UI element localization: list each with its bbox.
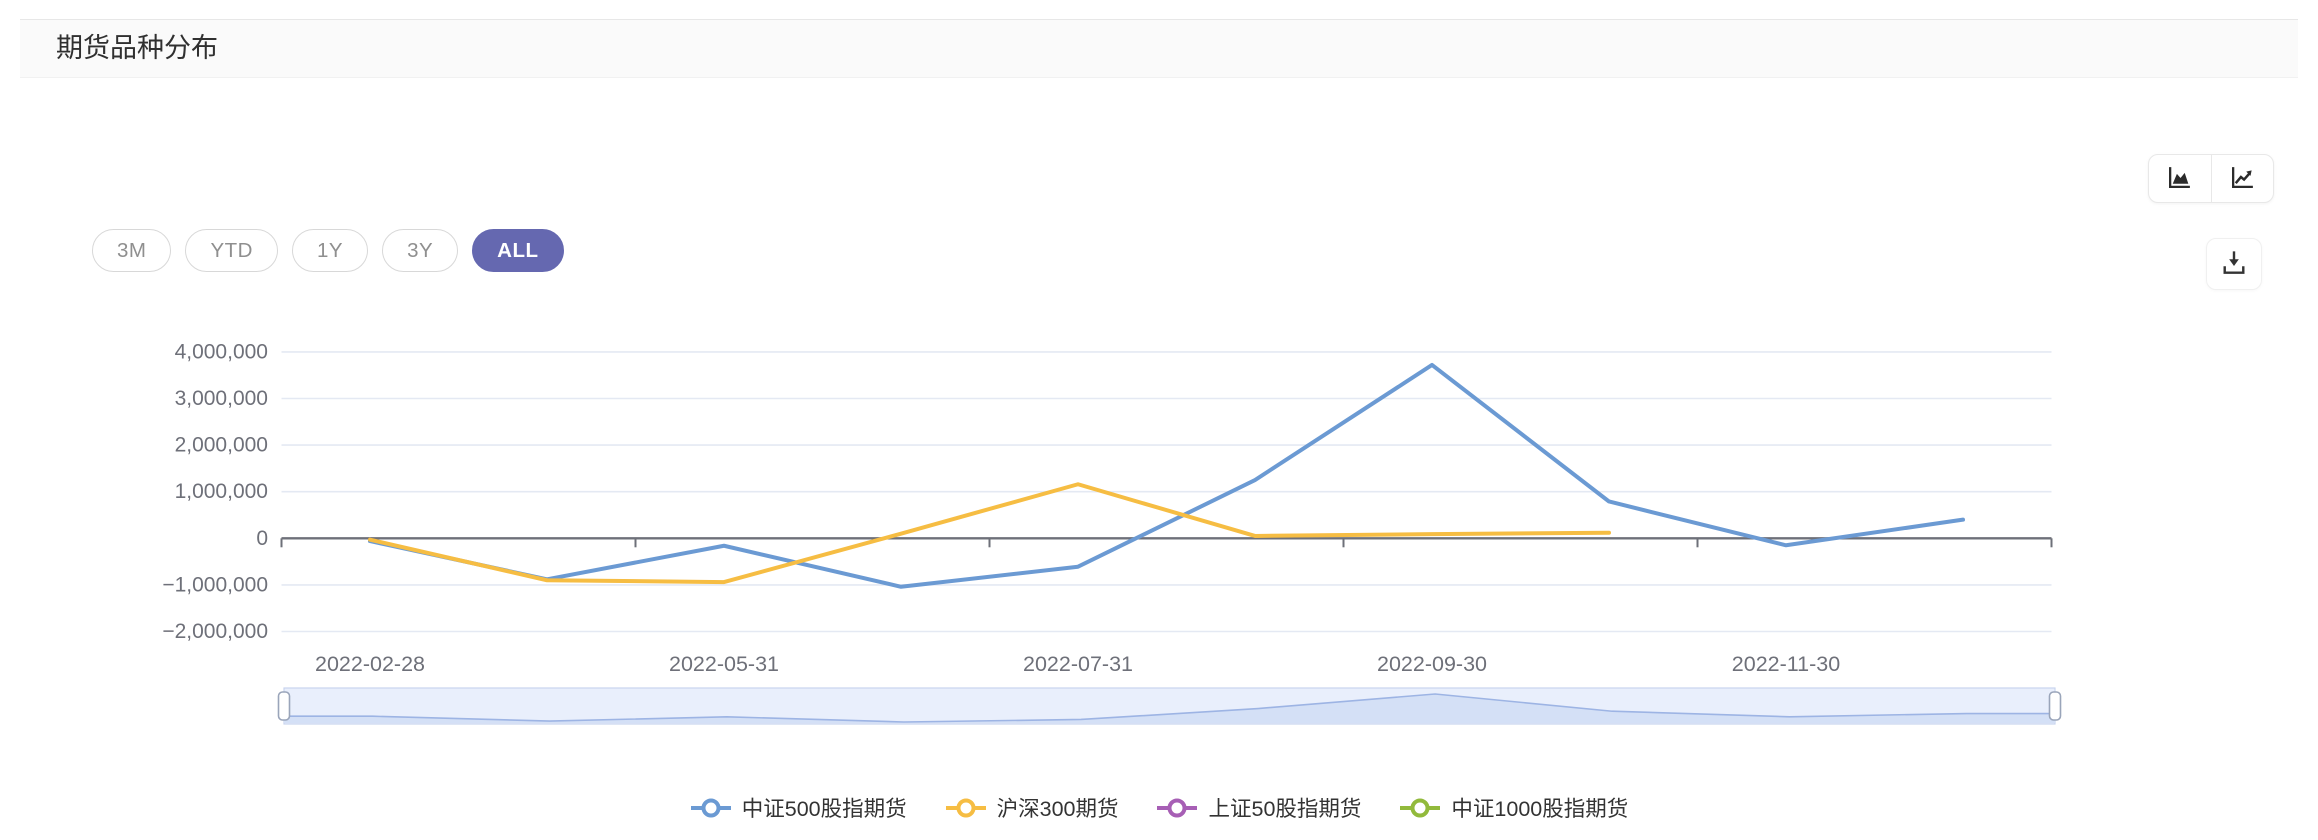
range-button-ytd[interactable]: YTD: [185, 229, 278, 272]
y-axis-labels: 4,000,000 3,000,000 2,000,000 1,000,000 0 −1,…: [162, 340, 268, 643]
area-chart-toggle-button[interactable]: [2149, 155, 2211, 202]
range-button-all[interactable]: ALL: [472, 229, 564, 272]
chart-legend: 中证500股指期货 沪深300期货 上证50股指期货 中证1000股指期货: [0, 792, 2318, 823]
line-chart-toggle-button[interactable]: [2210, 155, 2274, 202]
y-axis-tick-label: 4,000,000: [175, 340, 268, 363]
datazoom-handle-right[interactable]: [2048, 691, 2062, 721]
x-axis-tick-label: 2022-09-30: [1377, 652, 1487, 676]
area-chart-icon: [2166, 164, 2193, 194]
y-axis-tick-label: −2,000,000: [162, 620, 268, 643]
x-axis-tick-label: 2022-11-30: [1732, 652, 1840, 676]
legend-item-1[interactable]: 沪深300期货: [945, 792, 1119, 823]
y-axis-tick-label: 1,000,000: [175, 480, 268, 503]
range-button-3y[interactable]: 3Y: [382, 229, 459, 272]
legend-item-0[interactable]: 中证500股指期货: [690, 792, 907, 823]
datazoom-shadow-line: [284, 693, 2055, 723]
legend-item-label: 沪深300期货: [996, 797, 1119, 821]
legend-item-2[interactable]: 上证50股指期货: [1156, 792, 1361, 823]
legend-item-3[interactable]: 中证1000股指期货: [1399, 792, 1628, 823]
legend-line-marker-icon: [1400, 798, 1441, 817]
panel-title: 期货品种分布: [56, 33, 218, 63]
download-button[interactable]: [2206, 238, 2262, 290]
datazoom-slider[interactable]: [277, 687, 2062, 725]
x-axis-tick-label: 2022-02-28: [315, 652, 425, 676]
datazoom-shadow-area: [284, 694, 2055, 723]
panel-header: 期货品种分布: [20, 19, 2298, 78]
legend-item-label: 上证50股指期货: [1208, 797, 1362, 821]
y-axis-tick-label: −1,000,000: [162, 573, 268, 596]
datazoom-handle-left[interactable]: [277, 691, 291, 721]
range-button-1y[interactable]: 1Y: [291, 229, 369, 272]
y-axis-tick-label: 0: [256, 527, 268, 550]
legend-line-marker-icon: [690, 798, 731, 817]
legend-item-label: 中证500股指期货: [741, 797, 907, 821]
line-chart-icon: [2229, 164, 2256, 194]
time-range-selector: 3M YTD 1Y 3Y ALL: [92, 229, 564, 272]
range-button-3m[interactable]: 3M: [92, 229, 172, 272]
y-axis-tick-label: 3,000,000: [175, 387, 268, 410]
x-axis-tick-label: 2022-05-31: [669, 652, 779, 676]
chart-type-toggle-group: [2148, 154, 2274, 203]
download-icon: [2221, 248, 2247, 280]
legend-line-marker-icon: [945, 798, 986, 817]
x-axis-labels: 2022-02-28 2022-05-31 2022-07-31 2022-09-30…: [315, 652, 1840, 676]
legend-item-label: 中证1000股指期货: [1451, 797, 1629, 821]
plot-area[interactable]: [282, 340, 2052, 640]
x-axis-tick-label: 2022-07-31: [1023, 652, 1133, 676]
legend-line-marker-icon: [1157, 798, 1198, 817]
y-axis-tick-label: 2,000,000: [175, 434, 268, 457]
